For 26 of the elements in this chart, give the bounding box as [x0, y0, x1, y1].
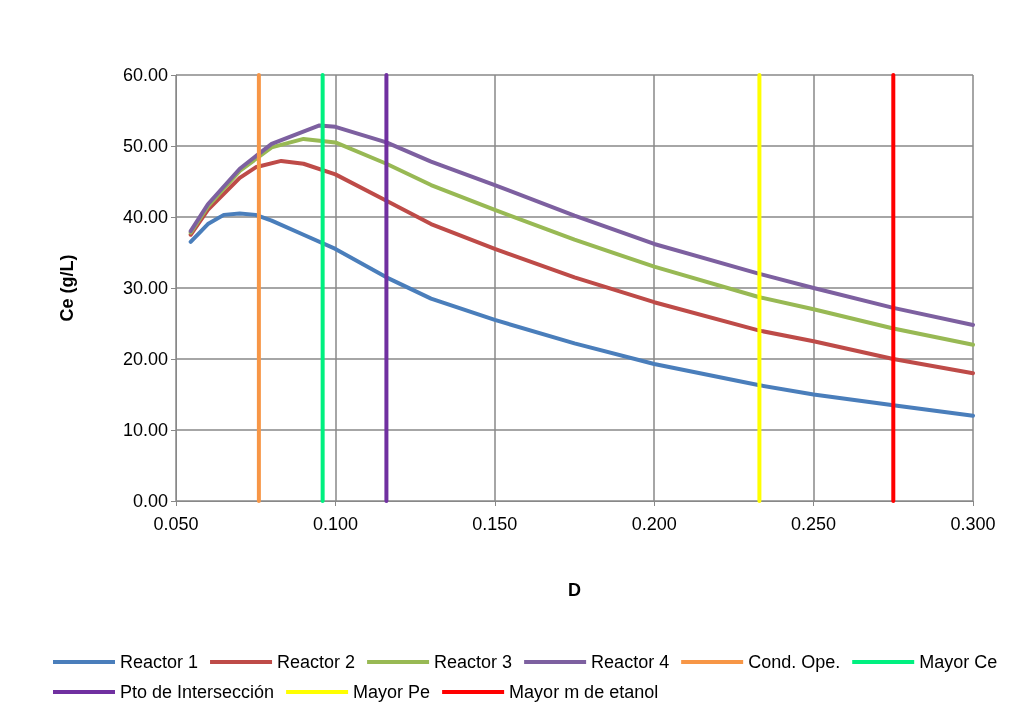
- x-tick-label: 0.200: [631, 514, 677, 534]
- x-tick-label: 0.050: [153, 514, 199, 534]
- y-tick-label: 10.00: [122, 420, 168, 440]
- y-tick-label: 30.00: [122, 278, 168, 298]
- legend-label: Reactor 4: [591, 652, 670, 672]
- x-axis-title: D: [568, 580, 581, 600]
- y-axis-title: Ce (g/L): [57, 254, 77, 322]
- legend-label: Mayor m de etanol: [509, 682, 659, 702]
- x-tick-label: 0.150: [472, 514, 518, 534]
- line-series: [188, 158, 975, 376]
- y-tick-label: 50.00: [122, 136, 168, 156]
- legend-label: Pto de Intersección: [120, 682, 275, 702]
- y-tick-label: 60.00: [122, 65, 168, 85]
- legend-label: Reactor 3: [434, 652, 513, 672]
- y-tick-label: 20.00: [122, 349, 168, 369]
- legend-label: Reactor 2: [277, 652, 356, 672]
- x-tick-label: 0.300: [950, 514, 996, 534]
- legend-label: Reactor 1: [120, 652, 199, 672]
- legend-label: Mayor Ce: [919, 652, 998, 672]
- y-tick-label: 0.00: [132, 491, 168, 511]
- line-series: [188, 211, 975, 418]
- legend-label: Mayor Pe: [353, 682, 431, 702]
- x-tick-label: 0.100: [312, 514, 358, 534]
- legend-label: Cond. Ope.: [748, 652, 841, 672]
- y-tick-label: 40.00: [122, 207, 168, 227]
- x-tick-label: 0.250: [791, 514, 837, 534]
